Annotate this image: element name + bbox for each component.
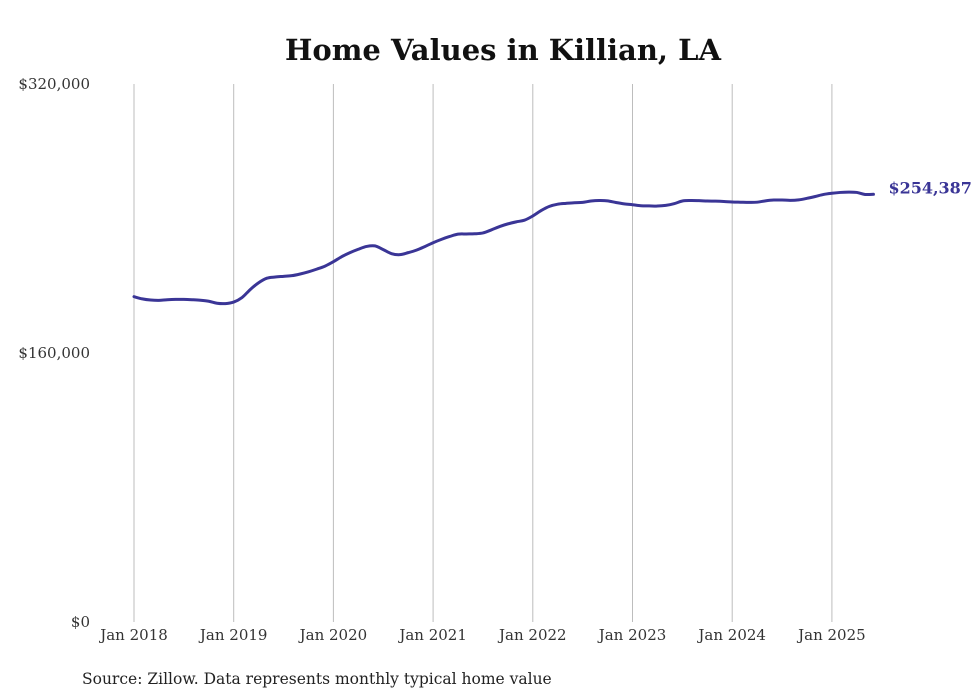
y-tick-label: $0 <box>71 613 90 631</box>
x-tick-label: Jan 2025 <box>796 626 866 644</box>
y-tick-label: $160,000 <box>18 344 90 362</box>
series-end-label: $254,387 <box>888 178 972 197</box>
y-axis-ticks: $0 $160,000 $320,000 <box>18 75 90 631</box>
x-tick-label: Jan 2022 <box>497 626 567 644</box>
series-line <box>132 190 875 306</box>
x-gridlines <box>133 84 833 622</box>
x-tick-label: Jan 2021 <box>397 626 467 644</box>
x-tick-label: Jan 2020 <box>298 626 368 644</box>
y-tick-label: $320,000 <box>18 75 90 93</box>
x-tick-label: Jan 2023 <box>597 626 667 644</box>
x-tick-label: Jan 2018 <box>98 626 168 644</box>
x-axis-ticks: Jan 2018 Jan 2019 Jan 2020 Jan 2021 Jan 2022… <box>98 626 865 644</box>
source-note: Source: Zillow. Data represents monthly … <box>82 670 552 688</box>
series-layer: $254,387 <box>132 178 972 306</box>
x-tick-label: Jan 2024 <box>696 626 766 644</box>
x-tick-label: Jan 2019 <box>198 626 268 644</box>
chart-title: Home Values in Killian, LA <box>285 33 722 67</box>
